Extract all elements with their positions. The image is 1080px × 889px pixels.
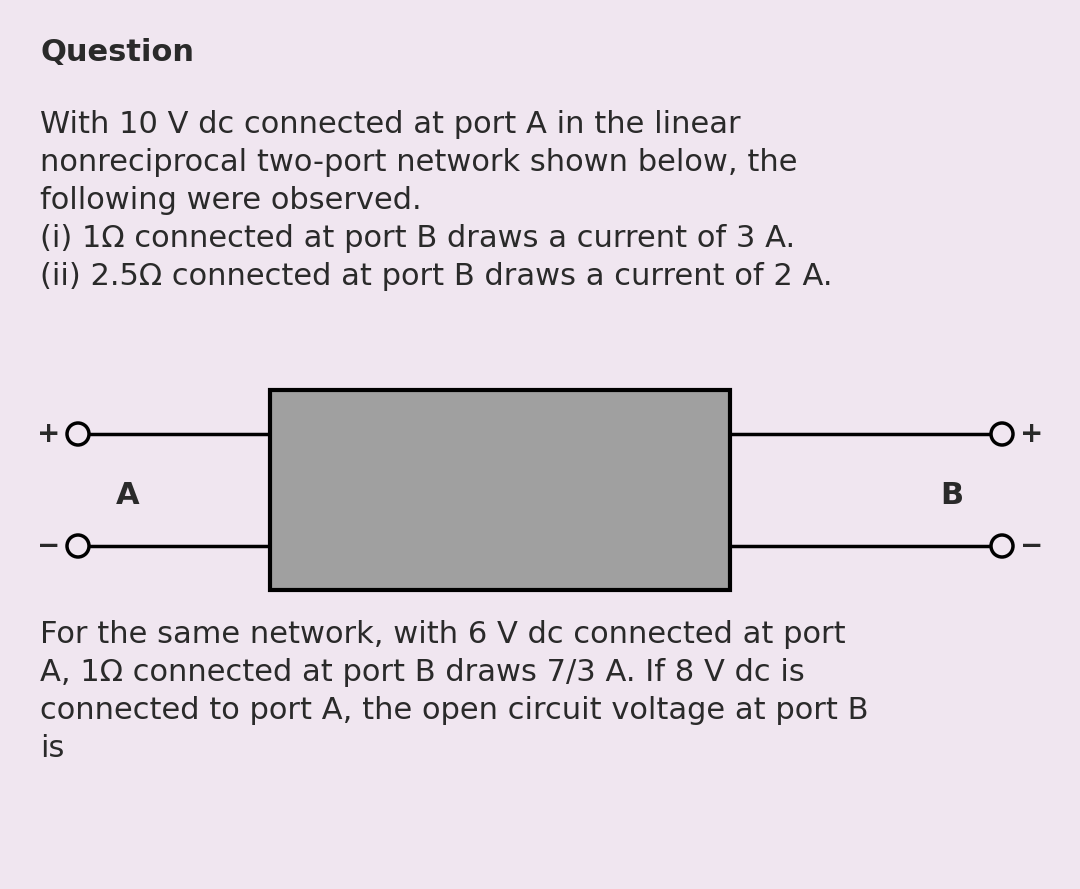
Text: −: − xyxy=(1020,532,1043,560)
Circle shape xyxy=(67,423,89,445)
Text: nonreciprocal two-port network shown below, the: nonreciprocal two-port network shown bel… xyxy=(40,148,797,177)
Text: −: − xyxy=(37,532,60,560)
Text: (ii) 2.5Ω connected at port B draws a current of 2 A.: (ii) 2.5Ω connected at port B draws a cu… xyxy=(40,262,833,291)
Text: With 10 V dc connected at port A in the linear: With 10 V dc connected at port A in the … xyxy=(40,110,741,139)
Text: B: B xyxy=(941,480,963,509)
Text: A, 1Ω connected at port B draws 7/3 A. If 8 V dc is: A, 1Ω connected at port B draws 7/3 A. I… xyxy=(40,658,805,687)
Text: For the same network, with 6 V dc connected at port: For the same network, with 6 V dc connec… xyxy=(40,620,846,649)
Text: +: + xyxy=(1020,420,1043,448)
Text: is: is xyxy=(40,734,65,763)
Circle shape xyxy=(67,535,89,557)
Text: connected to port A, the open circuit voltage at port B: connected to port A, the open circuit vo… xyxy=(40,696,868,725)
Text: A: A xyxy=(117,480,139,509)
Text: Question: Question xyxy=(40,38,194,67)
Circle shape xyxy=(991,535,1013,557)
Text: +: + xyxy=(37,420,60,448)
Bar xyxy=(270,390,730,590)
Text: following were observed.: following were observed. xyxy=(40,186,421,215)
Text: (i) 1Ω connected at port B draws a current of 3 A.: (i) 1Ω connected at port B draws a curre… xyxy=(40,224,795,253)
Circle shape xyxy=(991,423,1013,445)
